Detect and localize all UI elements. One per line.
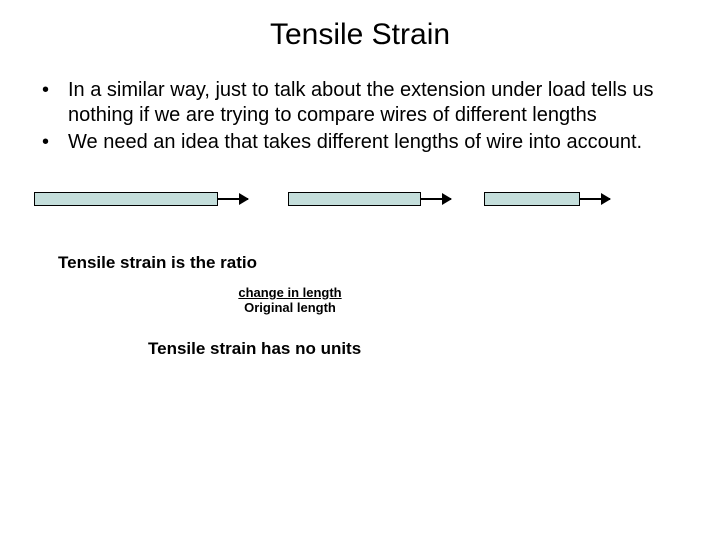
list-item: • We need an idea that takes different l…: [38, 130, 682, 155]
bullet-text: We need an idea that takes different len…: [68, 130, 682, 155]
strain-fraction: change in length Original length: [220, 285, 360, 315]
arrow-icon: [580, 198, 610, 200]
bullet-list: • In a similar way, just to talk about t…: [0, 78, 720, 155]
page-title: Tensile Strain: [0, 0, 720, 78]
arrow-icon: [421, 198, 451, 200]
arrow-icon: [218, 198, 248, 200]
ratio-label: Tensile strain is the ratio: [0, 253, 720, 273]
no-units-label: Tensile strain has no units: [0, 339, 720, 359]
bullet-icon: •: [38, 130, 68, 155]
bullet-text: In a similar way, just to talk about the…: [68, 78, 682, 128]
wire-bar: [34, 192, 218, 206]
wire-diagram: [0, 183, 720, 221]
wire-bar: [484, 192, 580, 206]
fraction-numerator: change in length: [236, 285, 343, 300]
bullet-icon: •: [38, 78, 68, 103]
list-item: • In a similar way, just to talk about t…: [38, 78, 682, 128]
fraction-denominator: Original length: [220, 300, 360, 315]
wire-bar: [288, 192, 421, 206]
